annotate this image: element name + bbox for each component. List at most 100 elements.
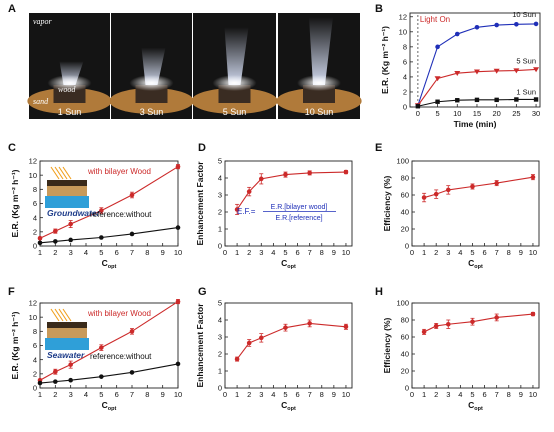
data-point (258, 176, 264, 182)
y-tick-label: 60 (401, 333, 409, 342)
data-point (454, 70, 461, 76)
y-tick-label: 2 (218, 208, 222, 217)
data-point (99, 208, 104, 213)
series-label-reference: reference:without (90, 352, 152, 361)
y-tick-label: 8 (403, 42, 407, 51)
x-tick-label: 10 (529, 248, 537, 257)
data-point (234, 356, 240, 362)
x-axis-label-subscript: opt (287, 406, 296, 412)
data-point (421, 329, 427, 335)
y-tick-label: 0 (218, 384, 222, 393)
x-axis-label: Copt (102, 258, 117, 270)
data-point (434, 76, 441, 82)
y-tick-label: 40 (401, 350, 409, 359)
data-point (494, 97, 499, 103)
x-tick-label: 8 (320, 390, 324, 399)
data-point (99, 374, 104, 379)
x-axis-label-subscript: opt (108, 406, 117, 412)
y-tick-label: 1 (218, 367, 222, 376)
x-tick-label: 10 (453, 109, 461, 118)
x-tick-label: 0 (410, 248, 414, 257)
y-axis-label: Efficiency (%) (382, 317, 392, 373)
series-line (39, 301, 179, 381)
y-tick-label: 4 (218, 174, 222, 183)
y-tick-label: 6 (33, 341, 37, 350)
series-label: 5 Sun (516, 56, 536, 65)
x-tick-label: 4 (458, 248, 462, 257)
light-glow (47, 75, 92, 91)
y-axis-label: E.R. (Kg m⁻² h⁻¹) (380, 26, 390, 94)
series-line (39, 363, 179, 384)
data-point (514, 97, 519, 102)
data-point (474, 97, 480, 103)
y-axis-label: Efficiency (%) (382, 175, 392, 231)
x-tick-label: 1 (422, 390, 426, 399)
sun-ray-icon (58, 308, 68, 322)
series-label-reference: reference:without (90, 210, 152, 219)
data-point (474, 24, 480, 30)
data-point (99, 235, 104, 240)
data-point (514, 21, 519, 27)
formula-lhs: E.F.= (237, 207, 256, 216)
photo-4: 10 Sun (276, 13, 362, 119)
series-label: 1 Sun (516, 87, 536, 96)
data-point (175, 225, 181, 230)
x-tick-label: 4 (84, 390, 88, 399)
data-point (433, 323, 439, 329)
vapor-plume (309, 17, 333, 85)
sun-ray-icon (50, 166, 60, 180)
label-wood: wood (58, 85, 76, 94)
y-axis-label: E.R. (Kg m⁻² h⁻¹) (10, 169, 20, 237)
y-tick-label: 4 (33, 213, 37, 222)
x-tick-label: 7 (308, 248, 312, 257)
y-tick-label: 12 (29, 157, 37, 166)
data-point (68, 221, 73, 227)
x-tick-label: 8 (507, 390, 511, 399)
light-glow (212, 75, 257, 91)
x-tick-label: 6 (295, 390, 299, 399)
x-tick-label: 20 (492, 109, 500, 118)
data-point (445, 321, 451, 327)
y-tick-label: 0 (405, 384, 409, 393)
data-point (533, 67, 540, 73)
x-tick-label: 8 (507, 248, 511, 257)
data-point (68, 377, 73, 383)
data-point (307, 321, 312, 326)
data-point (53, 239, 58, 244)
sun-ray-icon (62, 308, 72, 322)
x-tick-label: 3 (446, 390, 450, 399)
wood-bottom-layer (47, 328, 87, 338)
y-tick-label: 12 (29, 299, 37, 308)
x-tick-label: 1 (422, 248, 426, 257)
x-axis-label-subscript: opt (474, 264, 483, 270)
x-tick-label: 15 (473, 109, 481, 118)
photo-caption: 1 Sun (58, 107, 82, 117)
x-tick-label: 5 (283, 390, 287, 399)
y-tick-label: 0 (403, 103, 407, 112)
x-tick-label: 5 (470, 248, 474, 257)
y-tick-label: 2 (403, 88, 407, 97)
x-tick-label: 1 (38, 248, 42, 257)
x-tick-label: 7 (130, 248, 134, 257)
y-tick-label: 10 (29, 171, 37, 180)
y-tick-label: 4 (403, 73, 407, 82)
y-axis-label: Enhancement Factor (195, 161, 205, 246)
x-axis-label-subscript: opt (108, 264, 117, 270)
data-point (175, 299, 181, 304)
inset-illustration (45, 308, 89, 350)
data-point (473, 69, 480, 75)
x-tick-label: 3 (259, 248, 263, 257)
x-tick-label: 2 (434, 390, 438, 399)
x-tick-label: 3 (69, 248, 73, 257)
y-tick-label: 0 (405, 242, 409, 251)
y-tick-label: 100 (396, 299, 409, 308)
chart-b: 0 5 10 15 20 25 30 0 2 4 6 8 10 12 Time (min) E.R. (Kg … (380, 10, 541, 129)
data-point (53, 379, 58, 384)
y-tick-label: 100 (396, 157, 409, 166)
x-tick-label: 8 (145, 248, 149, 257)
sun-ray-icon (58, 166, 68, 180)
y-tick-label: 8 (33, 185, 37, 194)
